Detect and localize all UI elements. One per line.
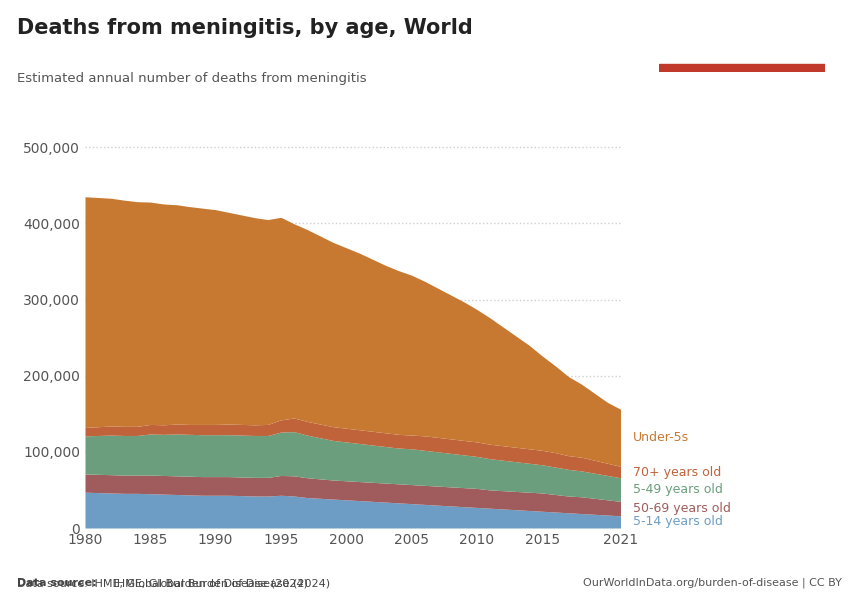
Text: Data source:: Data source:: [17, 578, 97, 588]
Text: Under-5s: Under-5s: [633, 431, 689, 444]
Text: Our World
in Data: Our World in Data: [706, 22, 777, 52]
Bar: [659, 64, 824, 72]
Text: IHME, Global Burden of Disease (2024): IHME, Global Burden of Disease (2024): [110, 578, 331, 588]
Text: Deaths from meningitis, by age, World: Deaths from meningitis, by age, World: [17, 18, 473, 38]
Text: Estimated annual number of deaths from meningitis: Estimated annual number of deaths from m…: [17, 72, 366, 85]
Text: 50-69 years old: 50-69 years old: [633, 502, 731, 515]
Text: OurWorldInData.org/burden-of-disease | CC BY: OurWorldInData.org/burden-of-disease | C…: [582, 577, 842, 588]
Text: 5-14 years old: 5-14 years old: [633, 515, 723, 529]
Text: 70+ years old: 70+ years old: [633, 466, 722, 479]
Text: Data source: IHME, Global Burden of Disease (2024): Data source: IHME, Global Burden of Dise…: [17, 578, 308, 588]
Text: 5-49 years old: 5-49 years old: [633, 483, 723, 496]
